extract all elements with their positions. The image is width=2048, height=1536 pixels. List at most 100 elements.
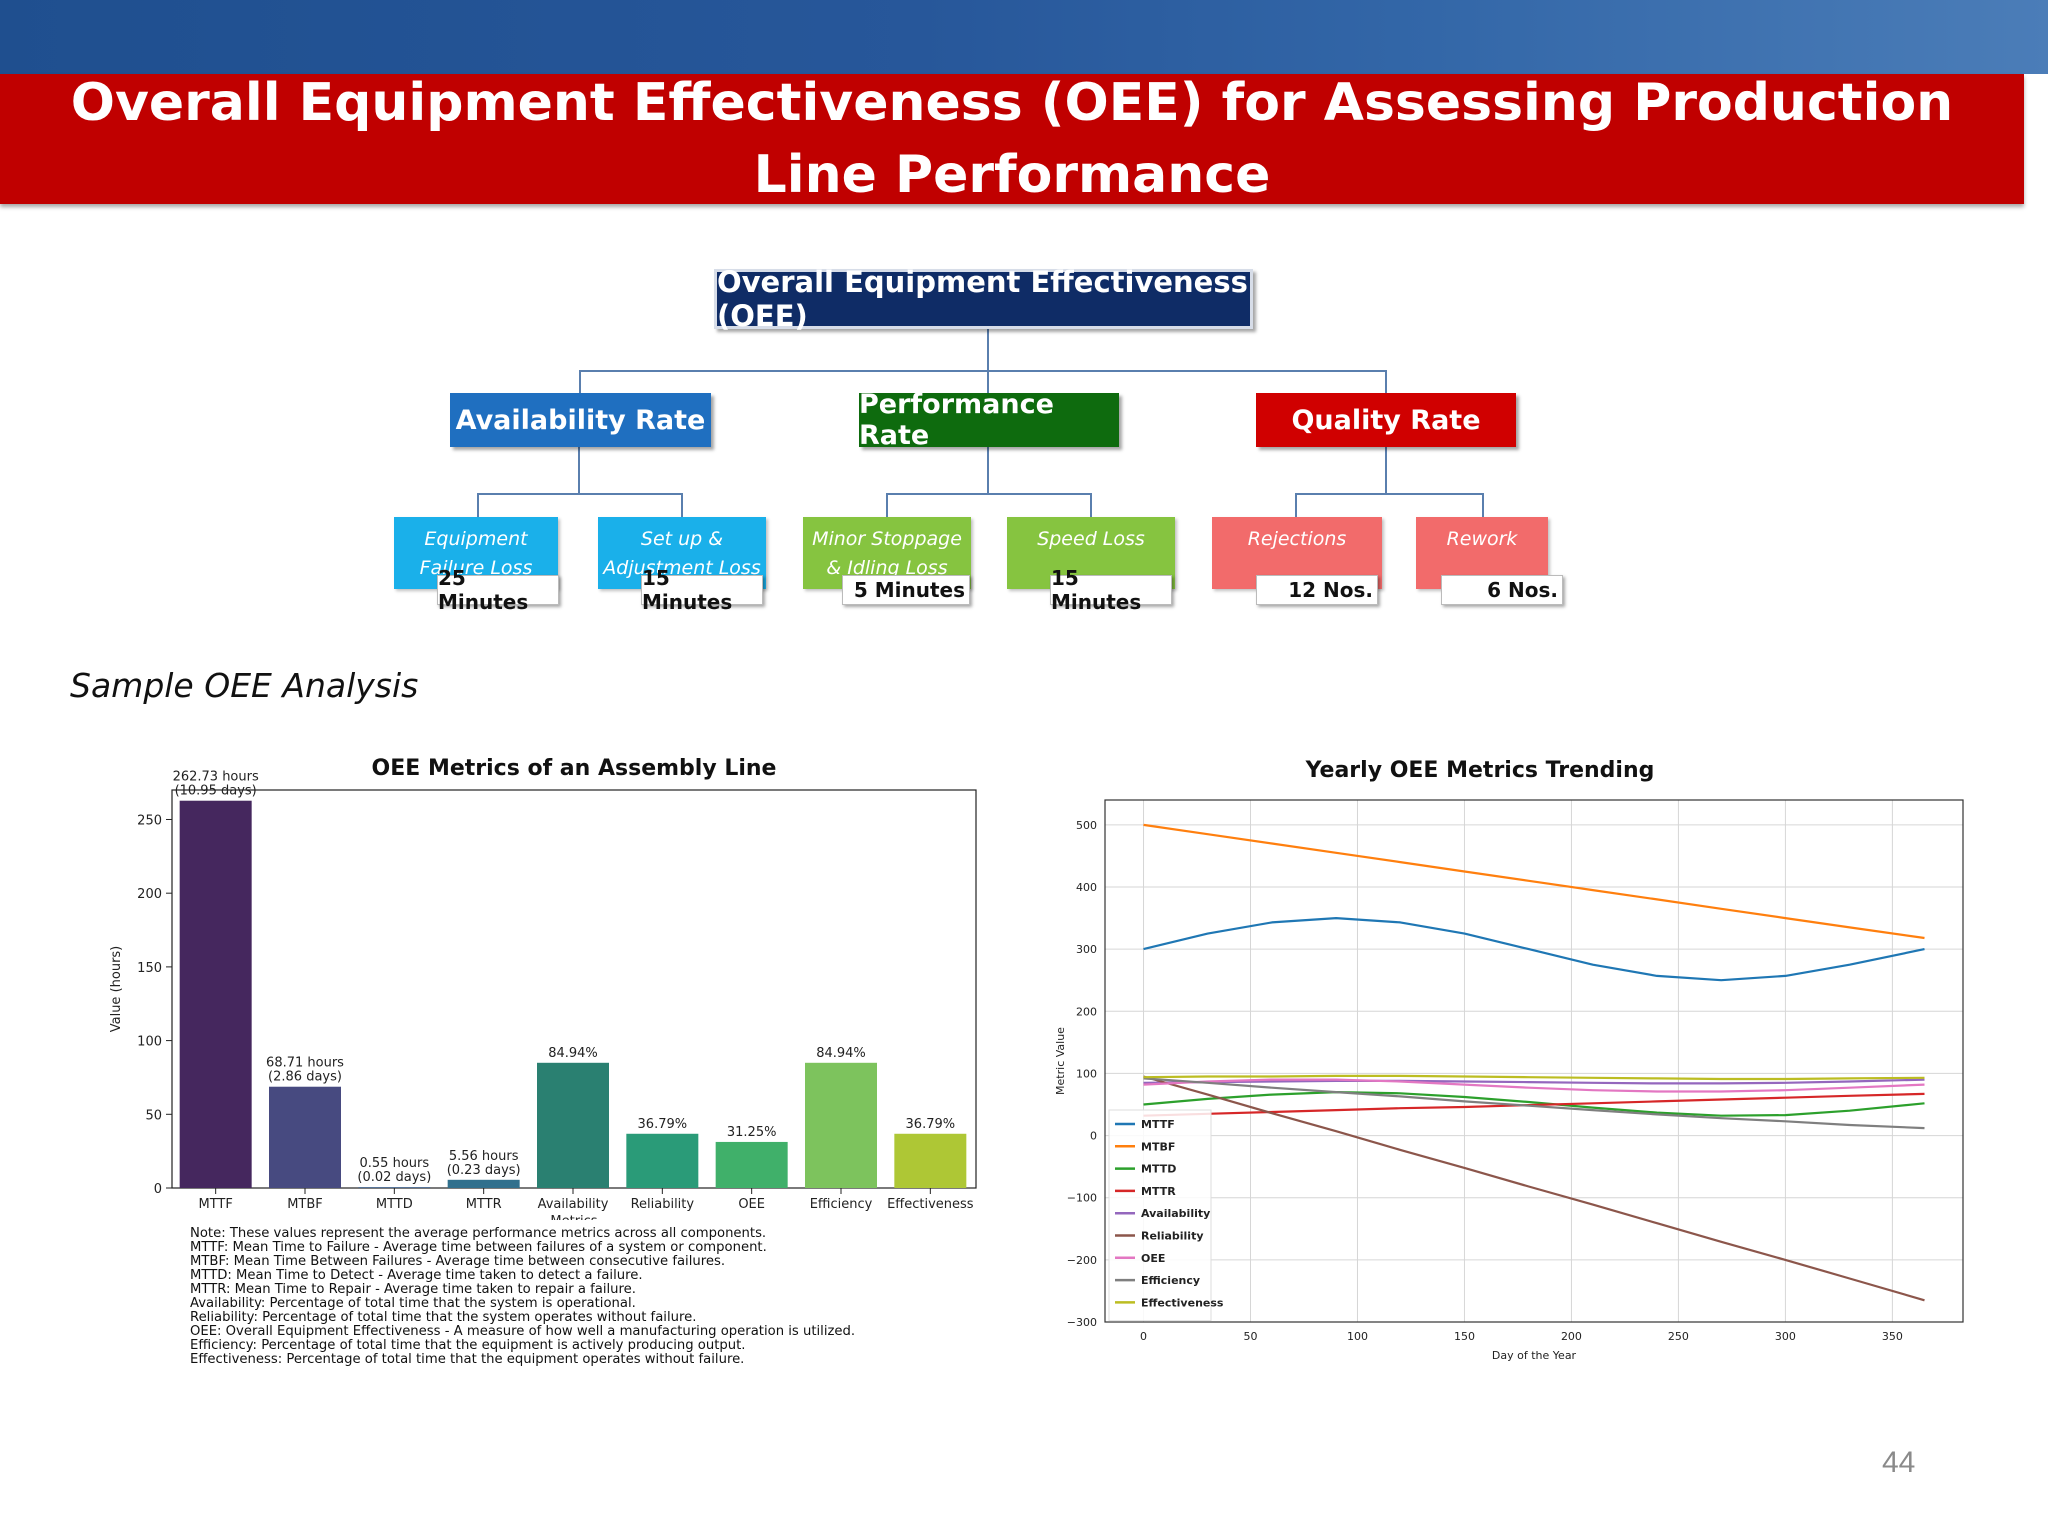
x-tick-label: 150: [1454, 1330, 1475, 1343]
connector: [1090, 493, 1092, 517]
connector: [886, 493, 888, 517]
connector: [578, 447, 580, 493]
series-line: [1143, 1078, 1925, 1085]
root-label: Overall Equipment Effectiveness (OEE): [717, 265, 1248, 333]
bar-chart-title: OEE Metrics of an Assembly Line: [371, 756, 777, 781]
y-tick-label: 100: [1076, 1067, 1097, 1080]
x-tick-label: 300: [1775, 1330, 1796, 1343]
bar: [894, 1133, 967, 1188]
bar: [179, 800, 252, 1188]
legend-label: MTBF: [1141, 1140, 1175, 1153]
bar: [358, 1187, 431, 1188]
y-tick-label: 100: [137, 1035, 162, 1050]
data-label: (0.02 days): [357, 1170, 431, 1185]
connector: [1295, 493, 1297, 517]
note-line: Reliability: Percentage of total time th…: [190, 1310, 697, 1325]
connector: [477, 493, 479, 517]
note-line: Availability: Percentage of total time t…: [190, 1296, 636, 1311]
x-tick-label: Effectiveness: [887, 1197, 974, 1212]
legend-label: Effectiveness: [1141, 1296, 1224, 1309]
y-axis-label: Metric Value: [1054, 1027, 1067, 1095]
loss-label: Minor Stoppage & Idling Loss: [812, 528, 962, 579]
y-tick-label: −300: [1067, 1316, 1097, 1329]
data-label: 0.55 hours: [360, 1156, 430, 1171]
chart-notes: Note: These values represent the average…: [190, 1227, 1010, 1367]
loss-label: Rejections: [1247, 528, 1347, 550]
loss-label: Set up & Adjustment Loss: [603, 528, 761, 579]
series-line: [1143, 1077, 1925, 1130]
bar-chart: 0 50 100 150 200 250 MTTF 262.73 hours(10.95 da…: [109, 770, 977, 1220]
connector: [1385, 370, 1387, 394]
data-label: (2.86 days): [268, 1070, 342, 1085]
category-label: Quality Rate: [1291, 404, 1481, 436]
header-band: [0, 0, 2048, 74]
slide-title: Overall Equipment Effectiveness (OEE) fo…: [70, 73, 1954, 205]
x-tick-label: 100: [1347, 1330, 1368, 1343]
data-label: 31.25%: [727, 1125, 777, 1140]
y-tick-label: 250: [137, 813, 162, 828]
data-label: (0.23 days): [447, 1163, 521, 1178]
x-tick-label: 200: [1561, 1330, 1582, 1343]
connector: [477, 493, 683, 495]
x-tick-label: MTTF: [198, 1197, 232, 1212]
category-label: Availability Rate: [455, 404, 706, 436]
section-subtitle: Sample OEE Analysis: [70, 666, 419, 705]
legend-label: Reliability: [1141, 1230, 1204, 1243]
series-line: [1143, 1075, 1925, 1302]
note-line: MTBF: Mean Time Between Failures - Avera…: [190, 1254, 726, 1269]
data-label: 36.79%: [906, 1117, 956, 1132]
data-label: 36.79%: [638, 1117, 688, 1132]
plot-frame: [1104, 799, 1964, 1323]
series-line: [1143, 1092, 1925, 1117]
quality-rate-box: Quality Rate: [1256, 393, 1516, 447]
bar: [537, 1062, 609, 1188]
connector: [1295, 493, 1484, 495]
y-tick-label: 0: [1090, 1130, 1097, 1143]
x-tick-label: Availability: [538, 1197, 609, 1212]
loss-value: 15 Minutes: [641, 566, 763, 614]
title-bar: Overall Equipment Effectiveness (OEE) fo…: [0, 73, 2024, 205]
bar: [715, 1141, 788, 1188]
loss-value: 6 Nos.: [1441, 575, 1563, 605]
y-tick-label: 200: [1076, 1005, 1097, 1018]
x-tick-label: 50: [1243, 1330, 1257, 1343]
y-tick-label: −100: [1067, 1192, 1097, 1205]
x-tick-label: 0: [1140, 1330, 1147, 1343]
bar: [805, 1062, 877, 1188]
availability-rate-box: Availability Rate: [450, 393, 711, 447]
legend-label: MTTR: [1141, 1185, 1176, 1198]
y-tick-label: −200: [1067, 1254, 1097, 1267]
legend-label: MTTD: [1141, 1163, 1176, 1176]
loss-value: 25 Minutes: [437, 566, 559, 614]
loss-label: Speed Loss: [1037, 528, 1145, 550]
connector: [579, 370, 581, 394]
x-axis-label: Metrics: [550, 1214, 597, 1220]
y-tick-label: 50: [145, 1108, 162, 1123]
connector: [681, 493, 683, 517]
x-tick-label: MTTR: [466, 1197, 502, 1212]
data-label: 68.71 hours: [266, 1056, 344, 1071]
series-line: [1143, 1091, 1925, 1117]
data-label: (10.95 days): [175, 784, 257, 799]
series-line: [1143, 1078, 1925, 1093]
series-line: [1143, 823, 1925, 940]
y-tick-label: 500: [1076, 819, 1097, 832]
x-tick-label: OEE: [738, 1197, 765, 1212]
connector: [987, 328, 989, 394]
data-label: 5.56 hours: [449, 1149, 519, 1164]
note-line: Effectiveness: Percentage of total time …: [190, 1352, 745, 1367]
loss-value: 5 Minutes: [842, 575, 970, 605]
legend-label: Availability: [1141, 1207, 1210, 1220]
line-chart-title: Yearly OEE Metrics Trending: [1305, 758, 1655, 783]
bar: [269, 1086, 341, 1188]
connector: [1385, 447, 1387, 493]
note-line: MTTR: Mean Time to Repair - Average time…: [190, 1282, 636, 1297]
y-tick-label: 150: [137, 961, 162, 976]
line-chart: 0 50 100 150 200 250 300 350 −300 −200 −100 0 100 200…: [1054, 799, 1964, 1362]
x-tick-label: 350: [1882, 1330, 1903, 1343]
y-tick-label: 400: [1076, 881, 1097, 894]
note-line: Efficiency: Percentage of total time tha…: [190, 1338, 746, 1353]
data-label: 262.73 hours: [173, 770, 259, 785]
series-line: [1143, 1074, 1925, 1081]
data-label: 84.94%: [548, 1046, 598, 1061]
